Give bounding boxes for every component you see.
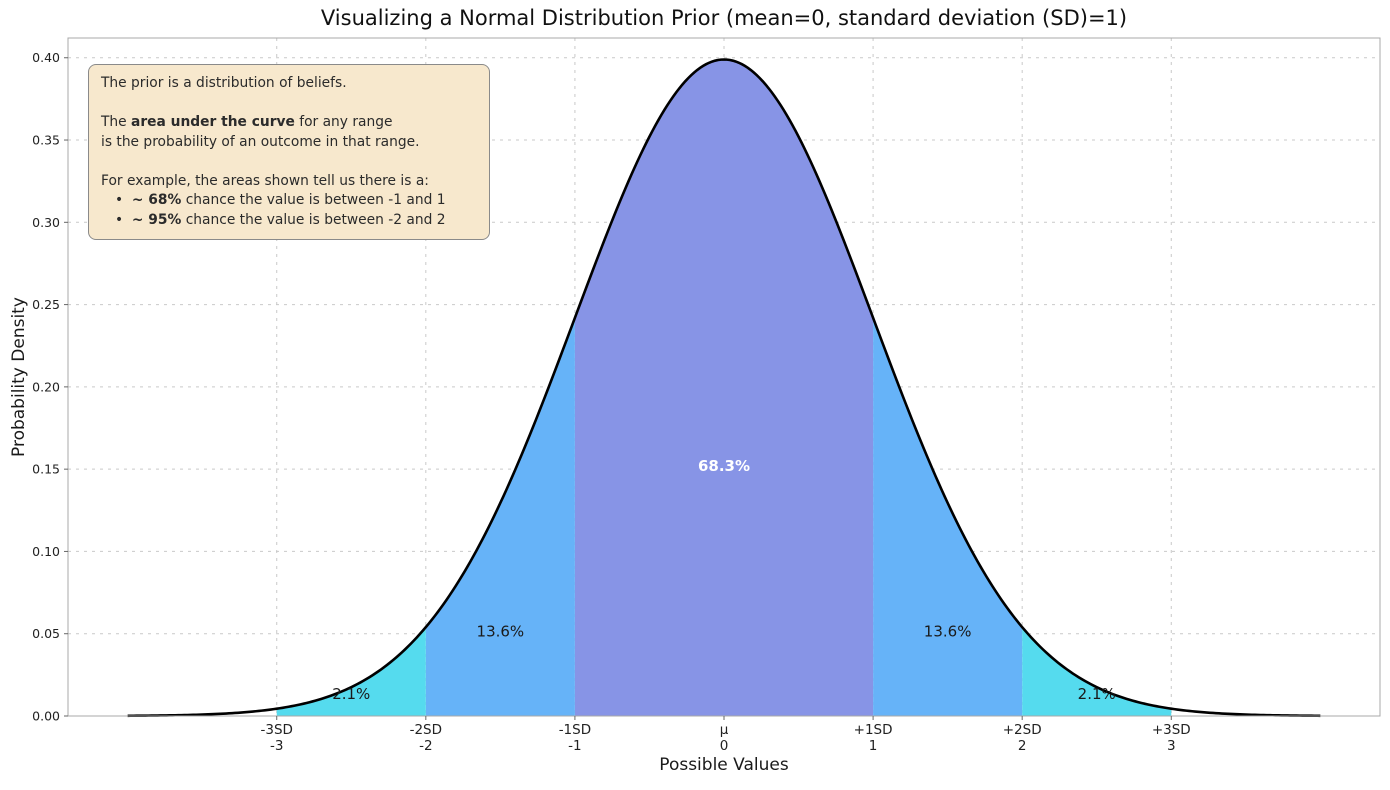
annotation-line: The area under the curve for any range	[101, 113, 477, 133]
x-tick-label-value: 3	[1167, 738, 1176, 754]
y-tick-label: 0.15	[32, 462, 60, 477]
y-tick-label: 0.35	[32, 133, 60, 148]
band-label: 68.3%	[698, 457, 750, 475]
annotation-text: The	[101, 114, 132, 130]
annotation-line: is the probability of an outcome in that…	[101, 133, 477, 153]
annotation-text: •	[115, 211, 132, 228]
band-label: 13.6%	[477, 622, 525, 640]
y-tick-label: 0.00	[32, 709, 60, 724]
annotation-text: •	[115, 192, 132, 208]
x-tick-label-value: 1	[869, 738, 878, 754]
sigma-band-center	[574, 59, 874, 717]
annotation-box: The prior is a distribution of beliefs. …	[88, 64, 490, 240]
annotation-text: chance the value is between -1 and 1	[181, 192, 446, 208]
y-tick-label: 0.20	[32, 379, 60, 394]
annotation-line: • ~ 68% chance the value is between -1 a…	[101, 191, 477, 211]
x-tick-label-sd: μ	[720, 722, 729, 738]
band-label: 2.1%	[1078, 685, 1116, 703]
band-label: 13.6%	[924, 622, 972, 640]
y-tick-label: 0.25	[32, 297, 60, 312]
x-tick-label-sd: +2SD	[1003, 722, 1042, 738]
x-axis-label: Possible Values	[659, 755, 789, 775]
annotation-text: for any range	[294, 114, 393, 130]
annotation-line: For example, the areas shown tell us the…	[101, 172, 477, 192]
annotation-line	[101, 152, 477, 172]
band-label: 2.1%	[332, 685, 370, 703]
y-tick-label: 0.40	[32, 50, 60, 65]
x-tick-label-sd: -1SD	[559, 722, 591, 738]
annotation-text: chance the value is between -2 and 2	[181, 211, 446, 228]
y-tick-label: 0.05	[32, 626, 60, 641]
annotation-text: For example, the areas shown tell us the…	[101, 172, 429, 189]
x-tick-label-sd: -3SD	[261, 722, 293, 738]
chart-title: Visualizing a Normal Distribution Prior …	[320, 6, 1128, 30]
x-tick-label-sd: -2SD	[410, 722, 442, 738]
x-tick-label-value: -2	[419, 738, 432, 754]
y-tick-label: 0.10	[32, 544, 60, 559]
annotation-line: The prior is a distribution of beliefs.	[101, 74, 477, 94]
x-tick-label-value: 2	[1018, 738, 1027, 754]
annotation-bold-text: area under the curve	[131, 114, 295, 130]
sigma-band-left-outer	[276, 627, 426, 716]
annotation-text: The prior is a distribution of beliefs.	[101, 75, 347, 91]
y-axis-label: Probability Density	[9, 297, 29, 457]
x-tick-label-sd: +3SD	[1152, 722, 1191, 738]
sigma-band-right-outer	[1022, 627, 1172, 716]
annotation-text: is the probability of an outcome in that…	[101, 133, 420, 150]
x-tick-label-value: -3	[270, 738, 283, 754]
x-tick-label-value: -1	[568, 738, 581, 754]
annotation-line: • ~ 95% chance the value is between -2 a…	[101, 211, 477, 231]
x-tick-label-value: 0	[720, 738, 729, 754]
x-tick-label-sd: +1SD	[854, 722, 893, 738]
annotation-line	[101, 94, 477, 114]
y-tick-label: 0.30	[32, 215, 60, 230]
annotation-bold-text: ~ 95%	[131, 211, 182, 228]
normal-curve	[127, 58, 1321, 718]
annotation-bold-text: ~ 68%	[131, 192, 182, 208]
